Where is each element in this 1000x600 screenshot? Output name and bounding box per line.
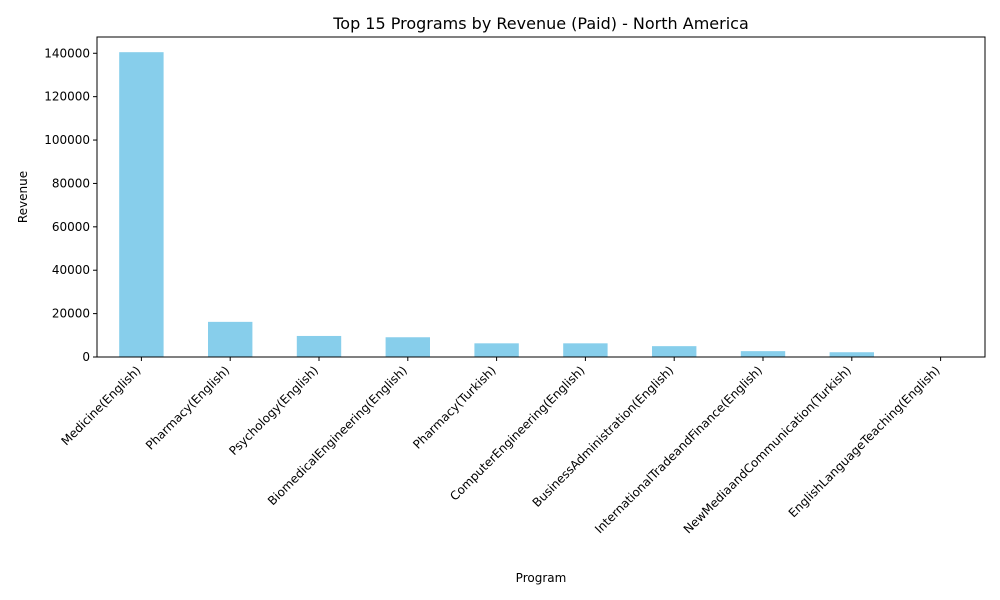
y-tick-label: 60000 bbox=[52, 220, 90, 234]
chart-title: Top 15 Programs by Revenue (Paid) - Nort… bbox=[332, 14, 749, 33]
bar bbox=[208, 321, 253, 357]
plot-frame bbox=[96, 36, 986, 358]
x-tick-label: Medicine(English) bbox=[58, 363, 143, 448]
x-axis: Medicine(English) Pharmacy(English)Psycho… bbox=[58, 357, 943, 536]
y-tick-label: 40000 bbox=[52, 263, 90, 277]
x-tick-label: BiomedicalEngineering(English) bbox=[265, 363, 410, 508]
bar bbox=[296, 335, 342, 357]
x-tick-label: EnglishLanguageTeaching(English) bbox=[786, 363, 943, 520]
bar bbox=[563, 343, 608, 357]
x-tick-label: Pharmacy(Turkish) bbox=[410, 363, 499, 452]
bar bbox=[474, 343, 519, 357]
y-tick-label: 140000 bbox=[44, 46, 90, 60]
y-axis-label: Revenue bbox=[16, 171, 30, 223]
x-tick-label: BusinessAdministration(English) bbox=[530, 363, 677, 510]
y-tick-label: 0 bbox=[82, 350, 90, 364]
x-tick-label: InternationalTradeandFinance(English) bbox=[592, 363, 765, 536]
y-tick-label: 120000 bbox=[44, 90, 90, 104]
bar bbox=[652, 346, 697, 357]
y-tick-label: 20000 bbox=[52, 307, 90, 321]
bars-group bbox=[119, 52, 874, 358]
y-tick-label: 100000 bbox=[44, 133, 90, 147]
x-tick-label: NewMediaandCommunication(Turkish) bbox=[681, 363, 854, 536]
bar bbox=[119, 52, 164, 358]
bar bbox=[740, 351, 786, 357]
y-axis: 0 20000 40000 60000 80000 100000 120000 140000 bbox=[44, 46, 97, 364]
x-tick-label: Pharmacy(English) bbox=[143, 363, 232, 452]
x-axis-label: Program bbox=[516, 571, 567, 585]
bar bbox=[385, 337, 430, 357]
bar bbox=[829, 352, 874, 357]
y-tick-label: 80000 bbox=[52, 176, 90, 190]
x-tick-label: Psychology(English) bbox=[226, 363, 321, 458]
